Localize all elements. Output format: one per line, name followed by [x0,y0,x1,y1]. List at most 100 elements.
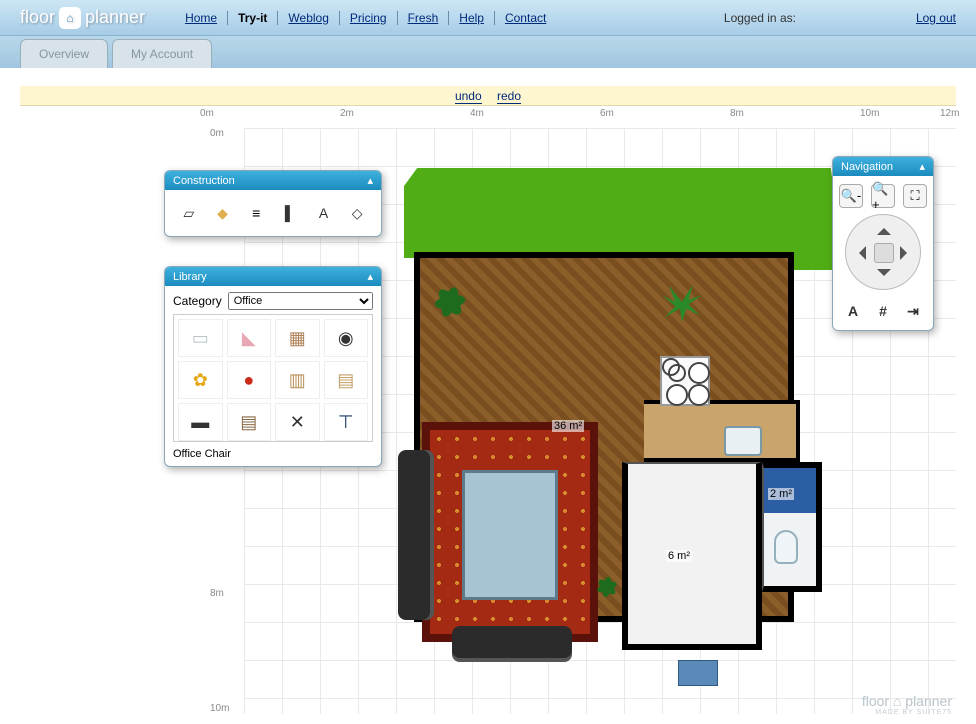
doormat[interactable] [678,660,718,686]
ruler-v-tick: 8m [210,588,224,599]
coffee-table[interactable] [462,470,558,600]
dimension-tool[interactable]: ≡ [244,202,268,224]
top-bar: floor ⌂ planner HomeTry-itWeblogPricingF… [0,0,976,36]
library-item-office-chair[interactable]: ◉ [324,319,369,357]
logo: floor ⌂ planner [20,7,145,29]
nav-link-pricing[interactable]: Pricing [339,11,397,25]
workspace: undo redo 0m2m4m6m8m10m12m 0m8m10m [0,68,976,724]
ruler-h-tick: 4m [470,108,484,119]
ruler-h-tick: 12m [940,108,959,119]
library-grid: ▭◣▦◉✿●▥▤▬▤✕⊤ [173,314,373,442]
collapse-icon[interactable]: ▴ [919,160,925,173]
text-tool[interactable]: A [312,202,336,224]
library-item-notebook[interactable]: ▤ [227,403,272,441]
area-label-hall: 6 m² [666,550,692,562]
collapse-icon[interactable]: ▴ [367,270,373,283]
library-item-chair-red[interactable]: ● [227,361,272,399]
plant-icon[interactable] [428,280,472,324]
stove[interactable] [660,356,710,406]
library-item-stool[interactable]: ✕ [275,403,320,441]
ruler-v-tick: 0m [210,128,224,139]
nav-link-try-it[interactable]: Try-it [227,11,277,25]
logo-word1: floor [20,7,55,28]
footer-logo: floor ⌂ planner MADE BY SUITE75 [862,693,952,716]
library-panel[interactable]: Library ▴ Category Office ▭◣▦◉✿●▥▤▬▤✕⊤ O… [164,266,382,467]
library-item-desk[interactable]: ▭ [178,319,223,357]
redo-link[interactable]: redo [497,89,521,104]
logo-word2: planner [85,7,145,28]
library-item-desk-lamp[interactable]: ◣ [227,319,272,357]
sofa-left[interactable] [398,450,434,620]
pan-dpad [845,214,921,290]
navigation-panel[interactable]: Navigation ▴ 🔍- 🔍+ ⛶ A # [832,156,934,331]
category-select[interactable]: Office [228,292,373,310]
door-tool[interactable]: ▌ [278,202,302,224]
sofa-bottom[interactable] [452,626,572,662]
pan-right-button[interactable] [900,246,914,260]
logout-link[interactable]: Log out [916,11,956,25]
logged-in-label: Logged in as: [724,11,796,25]
view-toggle-button[interactable]: ⇥ [903,300,923,322]
undo-link[interactable]: undo [455,89,482,104]
plant-icon[interactable] [660,280,704,324]
nav-link-fresh[interactable]: Fresh [397,11,449,25]
pan-left-button[interactable] [852,246,866,260]
navigation-panel-header[interactable]: Navigation ▴ [833,157,933,176]
area-label-bath: 2 m² [768,488,794,500]
zoom-in-button[interactable]: 🔍+ [871,184,895,208]
library-item-desk-set[interactable]: ▦ [275,319,320,357]
library-item-bookshelf-2[interactable]: ▤ [324,361,369,399]
construction-panel-header[interactable]: Construction ▴ [165,171,381,190]
construction-tool-row: ▱ ◆ ≡ ▌ A ◇ [173,196,373,230]
nav-link-help[interactable]: Help [448,11,494,25]
selected-item-label: Office Chair [173,448,373,460]
surface-tool[interactable]: ◆ [211,202,235,224]
ruler-h-tick: 0m [200,108,214,119]
library-item-chair-yellow[interactable]: ✿ [178,361,223,399]
library-item-side-table[interactable]: ⊤ [324,403,369,441]
main-nav: HomeTry-itWeblogPricingFreshHelpContact [175,11,556,25]
sub-tabs: OverviewMy Account [0,36,976,68]
panel-title: Library [173,271,207,283]
category-label: Category [173,294,222,308]
text-toggle-button[interactable]: A [843,300,863,322]
tab-overview[interactable]: Overview [20,39,108,68]
panel-title: Navigation [841,161,893,173]
library-panel-header[interactable]: Library ▴ [165,267,381,286]
bathroom[interactable] [762,462,822,592]
kitchen[interactable] [644,400,800,462]
pan-up-button[interactable] [877,221,891,235]
ruler-h-tick: 6m [600,108,614,119]
nav-link-home[interactable]: Home [175,11,227,25]
library-item-bookshelf[interactable]: ▥ [275,361,320,399]
pan-down-button[interactable] [877,269,891,283]
kitchen-sink[interactable] [724,426,762,456]
tab-my-account[interactable]: My Account [112,39,212,68]
canvas-area: 0m2m4m6m8m10m12m 0m8m10m [20,106,956,714]
wall-tool[interactable]: ▱ [177,202,201,224]
ruler-h-tick: 8m [730,108,744,119]
pan-center-button[interactable] [874,243,894,263]
logo-icon: ⌂ [59,7,81,29]
panel-title: Construction [173,175,235,187]
nav-link-weblog[interactable]: Weblog [277,11,338,25]
plant-icon[interactable] [590,570,624,604]
ruler-horizontal: 0m2m4m6m8m10m12m [20,106,956,128]
footer-brand: floor ⌂ planner [862,693,952,709]
footer-byline: MADE BY SUITE75 [862,709,952,716]
collapse-icon[interactable]: ▴ [367,174,373,187]
ruler-h-tick: 2m [340,108,354,119]
grid-toggle-button[interactable]: # [873,300,893,322]
ruler-v-tick: 10m [210,703,229,714]
zoom-out-button[interactable]: 🔍- [839,184,863,208]
area-label-main: 36 m² [552,420,584,432]
nav-link-contact[interactable]: Contact [494,11,556,25]
action-bar: undo redo [20,86,956,106]
area-tool[interactable]: ◇ [345,202,369,224]
toilet[interactable] [774,530,798,564]
floorplan[interactable]: 36 m² 6 m² 2 m² [404,150,844,710]
zoom-fit-button[interactable]: ⛶ [903,184,927,208]
library-item-credenza[interactable]: ▬ [178,403,223,441]
hallway[interactable] [622,462,762,650]
construction-panel[interactable]: Construction ▴ ▱ ◆ ≡ ▌ A ◇ [164,170,382,237]
